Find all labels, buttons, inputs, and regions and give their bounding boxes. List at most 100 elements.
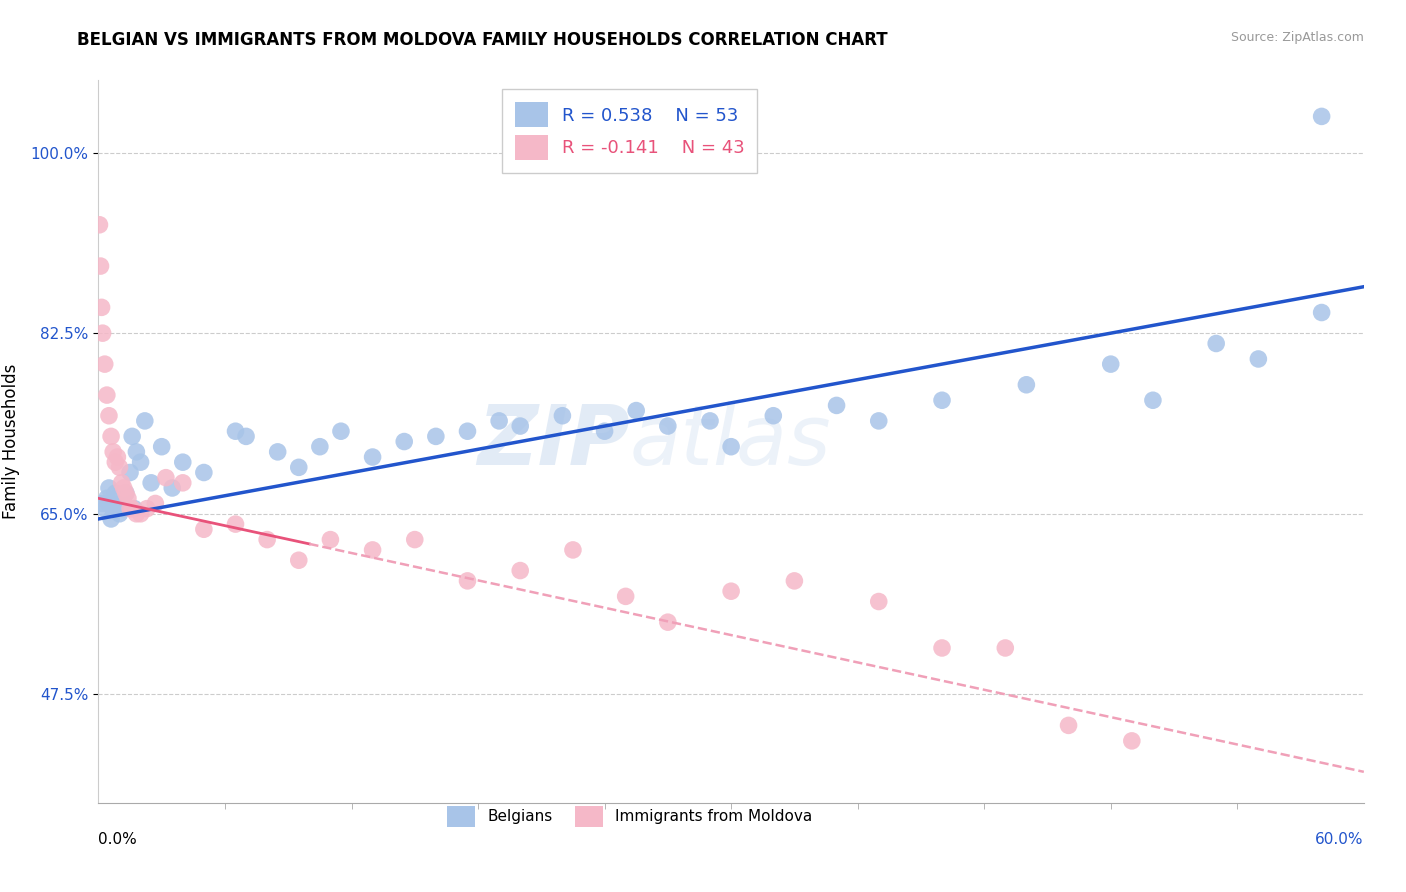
Point	[657, 419, 679, 434]
Text: 0.0%: 0.0%	[98, 831, 138, 847]
Point	[456, 424, 478, 438]
Point	[103, 501, 124, 516]
Point	[98, 481, 121, 495]
Point	[235, 429, 257, 443]
Point	[329, 424, 352, 438]
Point	[112, 481, 135, 495]
Point	[129, 507, 152, 521]
Text: Source: ZipAtlas.com: Source: ZipAtlas.com	[1230, 31, 1364, 45]
Point	[361, 450, 384, 464]
Point	[392, 434, 416, 449]
Point	[1057, 718, 1080, 732]
Point	[108, 460, 131, 475]
Point	[96, 491, 118, 506]
Point	[994, 640, 1017, 655]
Point	[593, 424, 616, 438]
Point	[125, 507, 148, 521]
Point	[783, 574, 806, 588]
Point	[91, 326, 114, 341]
Point	[361, 542, 384, 557]
Point	[488, 414, 510, 428]
Point	[657, 615, 679, 630]
Point	[100, 512, 122, 526]
Point	[309, 440, 332, 454]
Point	[150, 440, 173, 454]
Text: atlas: atlas	[630, 401, 831, 482]
Point	[115, 486, 138, 500]
Point	[93, 357, 117, 371]
Text: 60.0%: 60.0%	[1316, 831, 1364, 847]
Point	[509, 564, 531, 578]
Point	[96, 388, 118, 402]
Point	[89, 218, 111, 232]
Point	[104, 455, 127, 469]
Point	[1205, 336, 1227, 351]
Point	[112, 501, 135, 516]
Point	[868, 414, 890, 428]
Point	[868, 594, 890, 608]
Point	[93, 501, 117, 516]
Point	[425, 429, 447, 443]
Point	[1121, 734, 1143, 748]
Point	[90, 301, 112, 315]
Point	[98, 409, 121, 423]
Y-axis label: Family Households: Family Households	[1, 364, 20, 519]
Point	[91, 496, 114, 510]
Point	[124, 501, 146, 516]
Point	[551, 409, 574, 423]
Point	[141, 475, 163, 490]
Point	[162, 481, 183, 495]
Point	[720, 584, 742, 599]
Point	[172, 475, 194, 490]
Point	[319, 533, 342, 547]
Point	[509, 419, 531, 434]
Point	[125, 445, 148, 459]
Point	[90, 259, 112, 273]
Point	[108, 507, 131, 521]
Point	[100, 429, 122, 443]
Point	[699, 414, 721, 428]
Point	[561, 542, 585, 557]
Legend: Belgians, Immigrants from Moldova: Belgians, Immigrants from Moldova	[440, 798, 820, 835]
Point	[136, 501, 159, 516]
Point	[256, 533, 278, 547]
Point	[104, 486, 127, 500]
Point	[120, 466, 141, 480]
Point	[134, 414, 156, 428]
Point	[456, 574, 478, 588]
Point	[120, 501, 141, 516]
Point	[107, 450, 129, 464]
Point	[117, 491, 139, 506]
Text: BELGIAN VS IMMIGRANTS FROM MOLDOVA FAMILY HOUSEHOLDS CORRELATION CHART: BELGIAN VS IMMIGRANTS FROM MOLDOVA FAMIL…	[77, 31, 889, 49]
Point	[98, 496, 121, 510]
Point	[103, 445, 124, 459]
Point	[115, 486, 138, 500]
Point	[225, 517, 247, 532]
Point	[1247, 351, 1270, 366]
Point	[129, 455, 152, 469]
Point	[172, 455, 194, 469]
Point	[145, 496, 166, 510]
Point	[1310, 305, 1333, 319]
Point	[1142, 393, 1164, 408]
Point	[121, 501, 143, 516]
Point	[193, 466, 215, 480]
Point	[825, 398, 848, 412]
Point	[1310, 110, 1333, 124]
Point	[111, 496, 132, 510]
Point	[614, 590, 637, 604]
Point	[287, 460, 309, 475]
Point	[225, 424, 247, 438]
Point	[762, 409, 785, 423]
Point	[931, 640, 953, 655]
Point	[155, 471, 177, 485]
Point	[931, 393, 953, 408]
Text: ZIP: ZIP	[477, 401, 630, 482]
Point	[287, 553, 309, 567]
Point	[266, 445, 290, 459]
Point	[404, 533, 426, 547]
Point	[111, 475, 132, 490]
Point	[107, 491, 129, 506]
Point	[1015, 377, 1038, 392]
Point	[121, 429, 143, 443]
